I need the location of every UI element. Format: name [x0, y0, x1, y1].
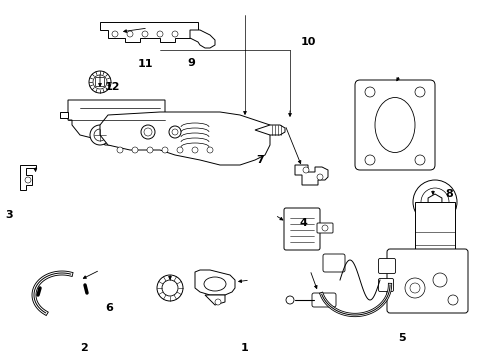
- Circle shape: [365, 87, 375, 97]
- Circle shape: [144, 128, 152, 136]
- Text: 6: 6: [105, 303, 113, 313]
- Polygon shape: [60, 112, 68, 118]
- Polygon shape: [295, 165, 328, 185]
- Circle shape: [141, 125, 155, 139]
- Text: 3: 3: [5, 210, 13, 220]
- FancyBboxPatch shape: [312, 293, 336, 307]
- Circle shape: [215, 299, 221, 305]
- Text: 4: 4: [300, 218, 308, 228]
- Ellipse shape: [204, 277, 226, 291]
- Circle shape: [162, 280, 178, 296]
- Polygon shape: [190, 30, 215, 48]
- Polygon shape: [205, 295, 225, 305]
- Text: 10: 10: [301, 37, 317, 48]
- Text: 5: 5: [398, 333, 406, 343]
- Circle shape: [410, 283, 420, 293]
- Circle shape: [25, 177, 31, 183]
- Circle shape: [132, 147, 138, 153]
- Circle shape: [172, 31, 178, 37]
- Polygon shape: [255, 125, 285, 135]
- Ellipse shape: [375, 98, 415, 153]
- Circle shape: [172, 129, 178, 135]
- Circle shape: [286, 296, 294, 304]
- Circle shape: [415, 87, 425, 97]
- Bar: [415, 202, 455, 260]
- Polygon shape: [428, 194, 442, 210]
- Circle shape: [93, 75, 107, 89]
- Circle shape: [127, 31, 133, 37]
- Circle shape: [433, 273, 447, 287]
- Circle shape: [448, 295, 458, 305]
- Circle shape: [365, 155, 375, 165]
- FancyBboxPatch shape: [317, 223, 333, 233]
- Circle shape: [415, 155, 425, 165]
- Circle shape: [112, 31, 118, 37]
- FancyBboxPatch shape: [378, 279, 393, 292]
- Circle shape: [157, 31, 163, 37]
- Circle shape: [147, 147, 153, 153]
- Circle shape: [207, 147, 213, 153]
- Polygon shape: [195, 270, 235, 295]
- Text: 9: 9: [187, 58, 195, 68]
- Text: 12: 12: [105, 82, 121, 92]
- FancyBboxPatch shape: [96, 77, 104, 86]
- FancyBboxPatch shape: [378, 258, 395, 274]
- Circle shape: [157, 275, 183, 301]
- Circle shape: [142, 31, 148, 37]
- Text: 8: 8: [445, 189, 453, 199]
- Text: 11: 11: [137, 59, 153, 69]
- Circle shape: [405, 278, 425, 298]
- Polygon shape: [68, 100, 165, 145]
- FancyBboxPatch shape: [284, 208, 320, 250]
- Circle shape: [192, 147, 198, 153]
- Text: 7: 7: [256, 155, 264, 165]
- Circle shape: [94, 129, 106, 141]
- Text: 2: 2: [80, 343, 88, 354]
- Polygon shape: [100, 22, 198, 42]
- FancyBboxPatch shape: [355, 80, 435, 170]
- Polygon shape: [20, 165, 36, 190]
- Polygon shape: [100, 112, 270, 165]
- Circle shape: [317, 174, 323, 180]
- Circle shape: [90, 125, 110, 145]
- Circle shape: [303, 167, 309, 173]
- Circle shape: [413, 180, 457, 224]
- FancyBboxPatch shape: [387, 249, 468, 313]
- Circle shape: [117, 147, 123, 153]
- Circle shape: [169, 126, 181, 138]
- Circle shape: [89, 71, 111, 93]
- Circle shape: [421, 188, 449, 216]
- Circle shape: [162, 147, 168, 153]
- Text: 1: 1: [241, 343, 249, 354]
- FancyBboxPatch shape: [323, 254, 345, 272]
- Circle shape: [177, 147, 183, 153]
- Circle shape: [322, 225, 328, 231]
